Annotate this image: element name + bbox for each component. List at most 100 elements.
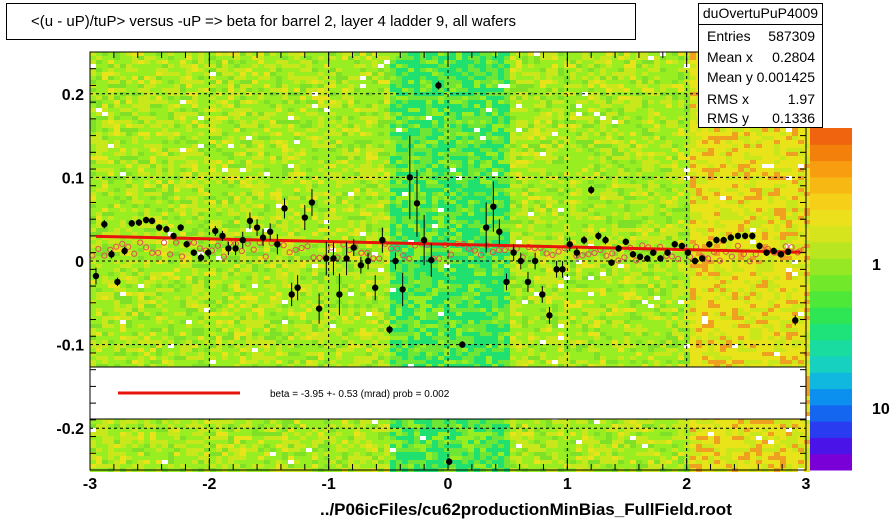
heatmap-cell	[162, 464, 168, 468]
heatmap-cell	[126, 212, 132, 216]
heatmap-cell	[276, 88, 282, 92]
heatmap-cell	[216, 96, 222, 100]
heatmap-cell	[270, 228, 276, 232]
heatmap-cell	[306, 76, 312, 80]
heatmap-cell	[102, 336, 108, 340]
heatmap-cell	[126, 264, 132, 268]
heatmap-cell	[234, 208, 240, 212]
heatmap-cell	[90, 116, 96, 120]
heatmap-cell	[240, 96, 246, 100]
heatmap-cell	[330, 216, 336, 220]
heatmap-cell	[246, 180, 252, 184]
heatmap-cell	[312, 64, 318, 68]
heatmap-cell	[120, 316, 126, 320]
heatmap-cell	[120, 188, 126, 192]
heatmap-cell	[366, 164, 372, 168]
heatmap-cell	[126, 248, 132, 252]
heatmap-cell	[150, 84, 156, 88]
heatmap-cell	[90, 168, 96, 172]
heatmap-cell	[96, 340, 102, 344]
heatmap-cell	[228, 324, 234, 328]
heatmap-cell	[192, 256, 198, 260]
heatmap-cell	[300, 124, 306, 128]
heatmap-cell	[144, 260, 150, 264]
heatmap-cell	[300, 452, 306, 456]
heatmap-cell	[114, 260, 120, 264]
heatmap-cell	[120, 96, 126, 100]
heatmap-cell	[138, 420, 144, 424]
heatmap-cell	[102, 292, 108, 296]
heatmap-cell	[330, 180, 336, 184]
heatmap-cell	[126, 272, 132, 276]
heatmap-cell	[348, 148, 354, 152]
heatmap-cell	[318, 292, 324, 296]
heatmap-cell	[366, 60, 372, 64]
heatmap-cell	[252, 104, 258, 108]
heatmap-cell	[366, 360, 372, 364]
heatmap-cell	[270, 188, 276, 192]
heatmap-cell	[288, 332, 294, 336]
heatmap-cell	[168, 200, 174, 204]
heatmap-cell	[312, 112, 318, 116]
heatmap-cell	[174, 120, 180, 124]
heatmap-cell	[258, 288, 264, 292]
heatmap-cell	[108, 336, 114, 340]
heatmap-cell	[282, 232, 288, 236]
heatmap-cell	[138, 88, 144, 92]
heatmap-cell	[198, 460, 204, 464]
heatmap-cell	[288, 284, 294, 288]
heatmap-cell	[246, 352, 252, 356]
heatmap-cell	[150, 364, 156, 368]
heatmap-cell	[126, 328, 132, 332]
heatmap-cell	[240, 152, 246, 156]
heatmap-cell	[216, 228, 222, 232]
heatmap-cell	[210, 192, 216, 196]
heatmap-cell	[204, 204, 210, 208]
heatmap-cell	[162, 456, 168, 460]
heatmap-cell	[324, 280, 330, 284]
heatmap-cell	[354, 204, 360, 208]
heatmap-cell	[288, 320, 294, 324]
heatmap-cell	[162, 112, 168, 116]
heatmap-cell	[294, 192, 300, 196]
heatmap-cell	[168, 144, 174, 148]
heatmap-cell	[168, 460, 174, 464]
heatmap-cell	[240, 188, 246, 192]
heatmap-cell	[288, 104, 294, 108]
heatmap-cell	[120, 80, 126, 84]
heatmap-cell	[168, 320, 174, 324]
heatmap-cell	[144, 196, 150, 200]
heatmap-cell	[234, 212, 240, 216]
heatmap-cell	[216, 144, 222, 148]
heatmap-cell	[126, 84, 132, 88]
heatmap-cell	[270, 284, 276, 288]
heatmap-cell	[180, 140, 186, 144]
heatmap-cell	[336, 164, 342, 168]
heatmap-cell	[306, 432, 312, 436]
heatmap-cell	[306, 132, 312, 136]
heatmap-cell	[354, 364, 360, 368]
heatmap-cell	[240, 176, 246, 180]
heatmap-cell	[354, 424, 360, 428]
heatmap-cell	[264, 236, 270, 240]
heatmap-cell	[330, 316, 336, 320]
heatmap-cell	[276, 464, 282, 468]
heatmap-cell	[180, 96, 186, 100]
heatmap-cell	[198, 144, 204, 148]
heatmap-cell	[354, 168, 360, 172]
heatmap-cell	[240, 320, 246, 324]
heatmap-cell	[108, 312, 114, 316]
heatmap-cell	[354, 172, 360, 176]
heatmap-cell	[186, 272, 192, 276]
heatmap-cell	[318, 124, 324, 128]
heatmap-cell	[162, 148, 168, 152]
heatmap-cell	[300, 56, 306, 60]
heatmap-cell	[210, 104, 216, 108]
heatmap-cell	[312, 336, 318, 340]
heatmap-cell	[306, 456, 312, 460]
heatmap-cell	[282, 256, 288, 260]
heatmap-cell	[150, 144, 156, 148]
heatmap-cell	[354, 192, 360, 196]
heatmap-cell	[318, 236, 324, 240]
heatmap-cell	[294, 464, 300, 468]
